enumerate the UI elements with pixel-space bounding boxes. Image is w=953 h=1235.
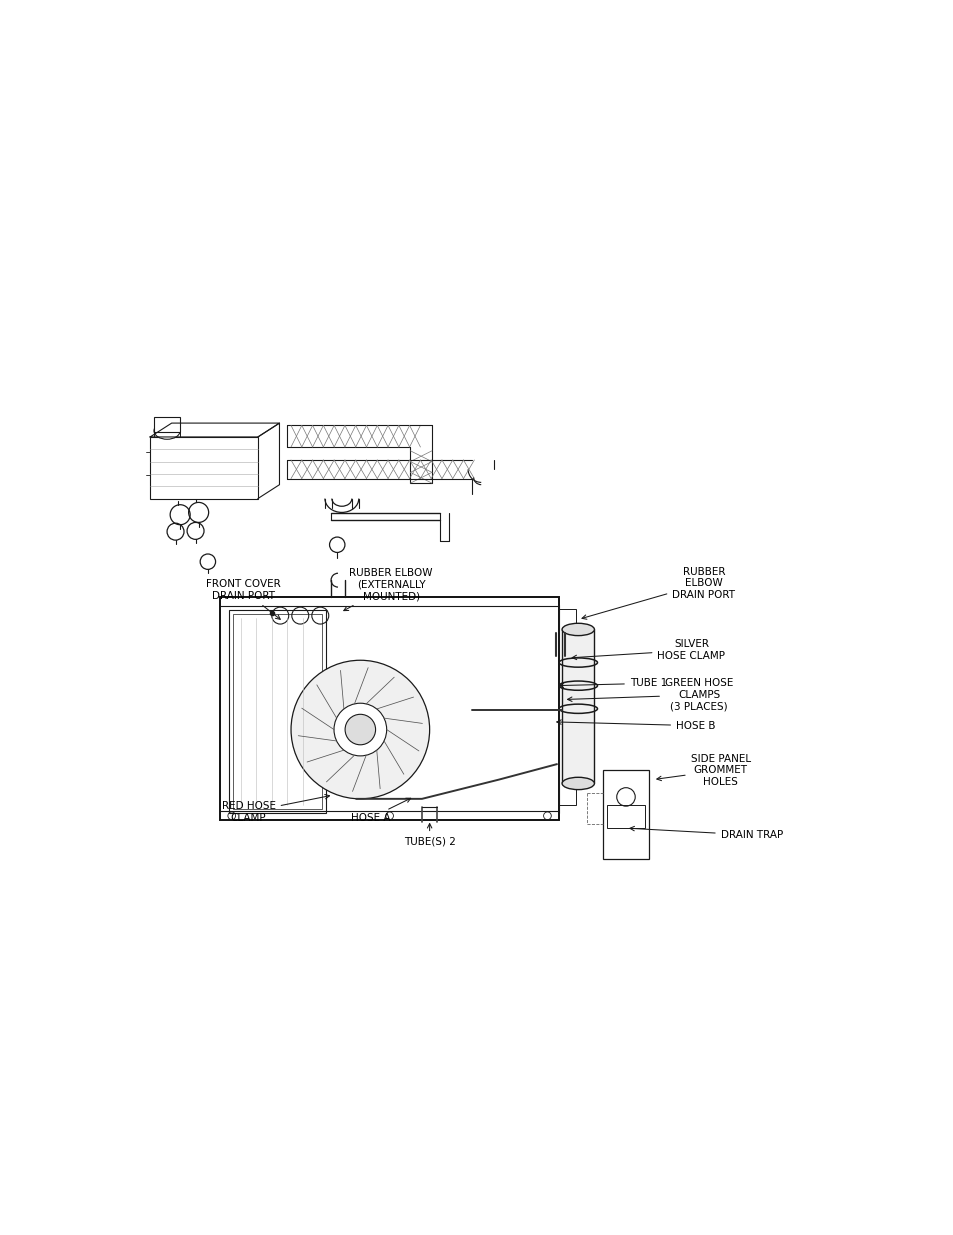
Bar: [150, 437, 257, 499]
Circle shape: [291, 661, 429, 799]
Ellipse shape: [153, 422, 180, 440]
Bar: [229, 610, 325, 813]
Text: RUBBER ELBOW
(EXTERNALLY
MOUNTED): RUBBER ELBOW (EXTERNALLY MOUNTED): [343, 568, 433, 610]
Text: FRONT COVER
DRAIN PORT: FRONT COVER DRAIN PORT: [206, 579, 280, 619]
Text: RUBBER
ELBOW
DRAIN PORT: RUBBER ELBOW DRAIN PORT: [581, 567, 735, 619]
Text: RED HOSE
CLAMP: RED HOSE CLAMP: [221, 794, 329, 823]
Bar: [561, 630, 594, 783]
Ellipse shape: [561, 624, 594, 636]
Bar: [602, 771, 648, 858]
Text: DRAIN TRAP: DRAIN TRAP: [629, 826, 782, 840]
Bar: [606, 805, 644, 829]
Text: SILVER
HOSE CLAMP: SILVER HOSE CLAMP: [572, 640, 724, 661]
Text: SIDE PANEL
GROMMET
HOLES: SIDE PANEL GROMMET HOLES: [657, 753, 750, 787]
Bar: [233, 614, 321, 809]
Text: GREEN HOSE
CLAMPS
(3 PLACES): GREEN HOSE CLAMPS (3 PLACES): [567, 678, 733, 711]
Ellipse shape: [561, 777, 594, 789]
Bar: [220, 597, 558, 820]
Text: TUBE(S) 2: TUBE(S) 2: [403, 824, 456, 846]
Text: TUBE 1: TUBE 1: [558, 678, 666, 688]
Circle shape: [334, 703, 386, 756]
Text: HOSE B: HOSE B: [557, 720, 715, 731]
Bar: [153, 417, 180, 432]
Text: HOSE A: HOSE A: [350, 798, 410, 823]
Bar: [558, 609, 576, 805]
Circle shape: [345, 714, 375, 745]
